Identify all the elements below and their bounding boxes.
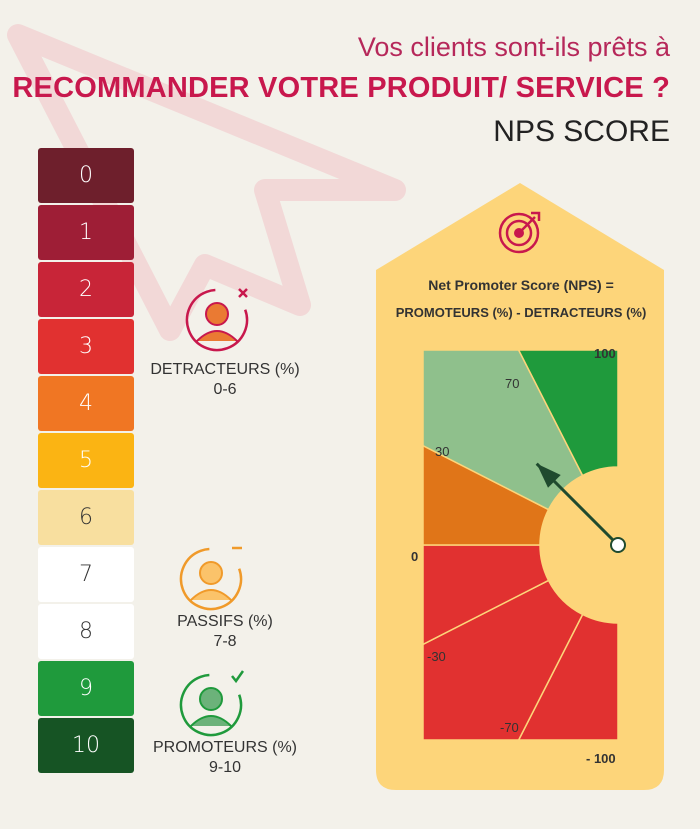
gauge-tick-100: 100 bbox=[594, 346, 616, 361]
scale-value: 6 bbox=[79, 505, 93, 530]
scale-value: 10 bbox=[72, 733, 100, 758]
passifs-range: 7-8 bbox=[213, 633, 237, 650]
scale-cell-2: 2 bbox=[38, 262, 134, 317]
header-title: RECOMMANDER VOTRE PRODUIT/ SERVICE ? bbox=[12, 72, 670, 104]
person-minus-icon bbox=[179, 546, 243, 611]
gauge-tick-minus-100: - 100 bbox=[586, 751, 616, 766]
person-check-icon bbox=[179, 670, 245, 737]
gauge-tick-minus-70: -70 bbox=[500, 720, 519, 735]
scale-cell-8: 8 bbox=[38, 604, 134, 659]
promoteurs-range: 9-10 bbox=[208, 759, 242, 776]
scale-value: 3 bbox=[79, 334, 93, 359]
scale-cell-9: 9 bbox=[38, 661, 134, 716]
gauge-tick-minus-30: -30 bbox=[427, 649, 446, 664]
scale-value: 8 bbox=[79, 619, 93, 644]
gauge-tick-70: 70 bbox=[505, 376, 520, 391]
scale-cell-3: 3 bbox=[38, 319, 134, 374]
detracteurs-range: 0-6 bbox=[213, 381, 237, 398]
scale-value: 0 bbox=[79, 163, 93, 188]
scale-value: 7 bbox=[79, 562, 93, 587]
scale-cell-0: 0 bbox=[38, 148, 134, 203]
scale-value: 1 bbox=[79, 220, 93, 245]
detracteurs-group: DETRACTEURS (%) 0-6 bbox=[140, 360, 310, 400]
scale-cell-1: 1 bbox=[38, 205, 134, 260]
gauge-tick-30: 30 bbox=[435, 444, 450, 459]
detracteurs-label: DETRACTEURS (%) bbox=[150, 361, 300, 378]
scale-cell-10: 10 bbox=[38, 718, 134, 773]
promoteurs-group: PROMOTEURS (%) 9-10 bbox=[140, 738, 310, 778]
header-subtitle: Vos clients sont-ils prêts à bbox=[357, 32, 670, 62]
score-scale: 0 1 2 3 4 5 6 7 8 9 10 bbox=[38, 148, 134, 775]
scale-cell-4: 4 bbox=[38, 376, 134, 431]
scale-cell-5: 5 bbox=[38, 433, 134, 488]
passifs-label: PASSIFS (%) bbox=[177, 613, 273, 630]
formula-line-2: PROMOTEURS (%) - DETRACTEURS (%) bbox=[395, 305, 647, 320]
scale-value: 2 bbox=[79, 277, 93, 302]
gauge-tick-0: 0 bbox=[411, 549, 419, 564]
promoteurs-label: PROMOTEURS (%) bbox=[153, 739, 297, 756]
scale-value: 4 bbox=[79, 391, 93, 416]
passifs-group: PASSIFS (%) 7-8 bbox=[140, 612, 310, 652]
scale-cell-7: 7 bbox=[38, 547, 134, 602]
scale-value: 9 bbox=[79, 676, 93, 701]
scale-cell-6: 6 bbox=[38, 490, 134, 545]
scale-value: 5 bbox=[79, 448, 93, 473]
person-cross-icon bbox=[185, 288, 249, 352]
formula-line-1: Net Promoter Score (NPS) = bbox=[428, 277, 614, 293]
header-nps-label: NPS SCORE bbox=[493, 115, 670, 148]
